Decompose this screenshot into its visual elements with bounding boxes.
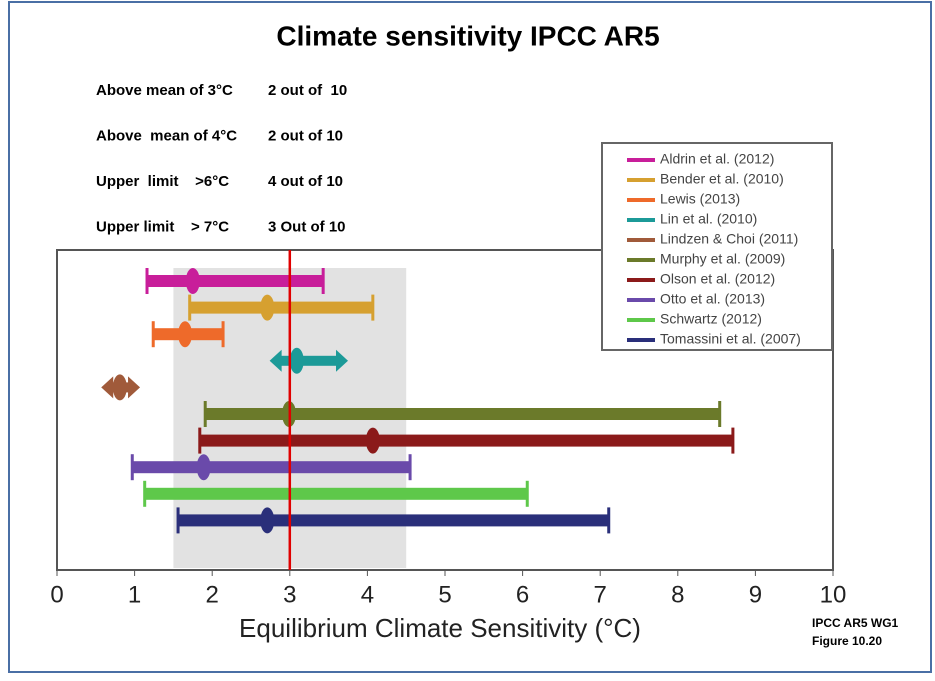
- arrow-head: [128, 376, 141, 399]
- range-cap: [143, 480, 147, 507]
- x-tick-label: 0: [50, 581, 63, 608]
- range-cap: [203, 401, 207, 427]
- range-bar: [147, 275, 324, 287]
- range-cap: [198, 427, 202, 454]
- x-axis-label: Equilibrium Climate Sensitivity (°C): [239, 613, 641, 643]
- range-cap: [145, 268, 149, 294]
- range-bar: [178, 514, 609, 527]
- x-tick-label: 6: [516, 581, 529, 608]
- legend-label: Murphy et al. (2009): [660, 251, 785, 267]
- x-tick-label: 1: [128, 581, 141, 608]
- legend-label: Tomassini et al. (2007): [660, 331, 801, 347]
- annotation: 4 out of 10: [268, 173, 343, 190]
- x-tick-label: 8: [671, 581, 684, 608]
- x-tick-label: 3: [283, 581, 296, 608]
- source-line: Figure 10.20: [812, 634, 882, 648]
- range-cap: [718, 401, 722, 427]
- arrow-head: [269, 349, 282, 372]
- annotation: 3 Out of 10: [268, 218, 346, 235]
- range-bar: [199, 434, 733, 447]
- legend-label: Bender et al. (2010): [660, 171, 784, 187]
- legend-label: Lin et al. (2010): [660, 211, 757, 227]
- range-cap: [408, 454, 412, 481]
- mode-marker: [260, 507, 275, 534]
- range-cap: [130, 454, 134, 481]
- legend: [601, 142, 833, 351]
- range-cap: [176, 507, 180, 534]
- mode-marker: [365, 427, 380, 454]
- range-cap: [371, 294, 375, 321]
- legend-label: Lewis (2013): [660, 191, 740, 207]
- title: Climate sensitivity IPCC AR5: [276, 20, 659, 51]
- arrow-head: [336, 349, 348, 372]
- legend-label: Schwartz (2012): [660, 311, 762, 327]
- annotation: Upper limit > 7°C: [96, 218, 229, 235]
- mode-marker: [289, 347, 304, 374]
- range-cap: [151, 321, 155, 348]
- mode-marker: [185, 268, 200, 294]
- legend-label: Lindzen & Choi (2011): [660, 231, 798, 247]
- range-bar: [189, 301, 373, 314]
- mode-marker: [260, 294, 275, 321]
- range-bar: [277, 355, 340, 366]
- range-cap: [221, 321, 225, 348]
- annotation: 2 out of 10: [268, 127, 343, 144]
- legend-label: Aldrin et al. (2012): [660, 151, 774, 167]
- x-tick-label: 5: [438, 581, 451, 608]
- mode-marker: [196, 454, 211, 481]
- x-tick-label: 7: [594, 581, 607, 608]
- range-cap: [607, 507, 611, 534]
- arrow-head: [101, 376, 114, 399]
- mode-marker: [112, 374, 127, 401]
- annotation: 2 out of 10: [268, 82, 347, 99]
- x-tick-label: 2: [206, 581, 219, 608]
- source-line: IPCC AR5 WG1: [812, 616, 899, 630]
- range-bar: [132, 461, 411, 474]
- legend-label: Olson et al. (2012): [660, 271, 775, 287]
- mode-marker: [178, 321, 193, 348]
- x-tick-label: 9: [749, 581, 762, 608]
- range-cap: [731, 427, 735, 454]
- x-tick-label: 4: [361, 581, 374, 608]
- range-cap: [525, 480, 529, 507]
- annotation: Above mean of 4°C: [96, 127, 237, 144]
- range-bar: [205, 408, 720, 420]
- range-cap: [188, 294, 192, 321]
- legend-label: Otto et al. (2013): [660, 291, 765, 307]
- annotation: Upper limit >6°C: [96, 173, 229, 190]
- x-tick-label: 10: [820, 581, 847, 608]
- range-cap: [321, 268, 325, 294]
- range-bar: [144, 487, 528, 500]
- annotation: Above mean of 3°C: [96, 82, 233, 99]
